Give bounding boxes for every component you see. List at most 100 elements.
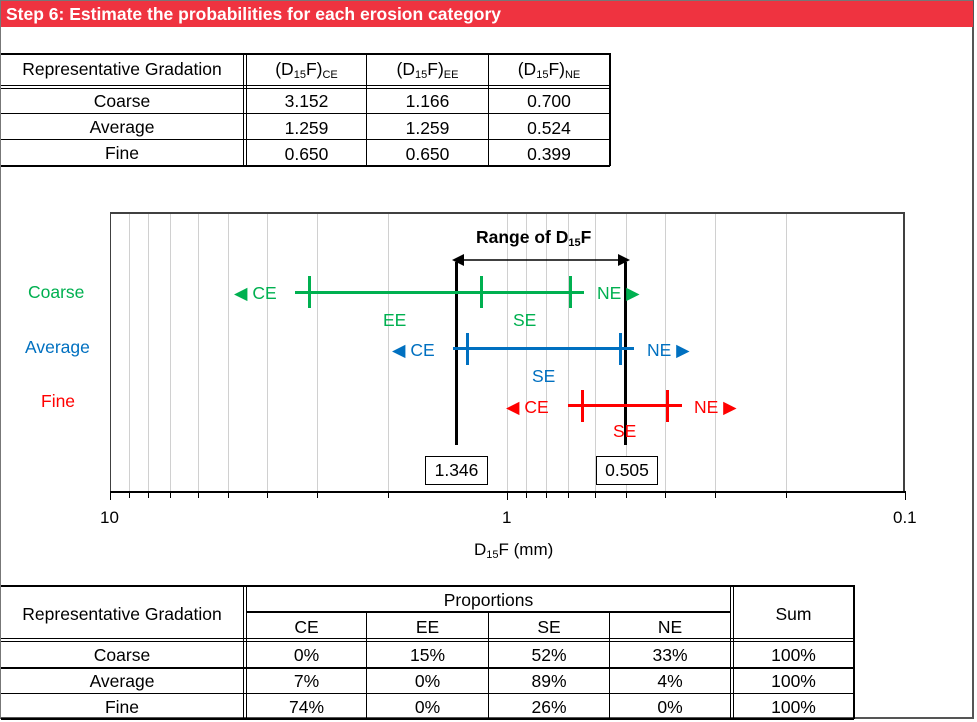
range-title: Range of D15F — [476, 227, 592, 249]
fine-ce-tick — [581, 390, 584, 422]
x-tick — [665, 492, 666, 498]
cell-ne: 0.399 — [527, 144, 571, 164]
cell-ce: 3.152 — [284, 91, 329, 111]
cell-ne: 33% — [652, 645, 688, 665]
table-border — [1, 139, 610, 140]
range-min-value: 0.505 — [596, 456, 658, 485]
table-border — [1, 693, 854, 694]
coarse-ne-tick — [569, 276, 572, 308]
fine-ne-tick — [666, 390, 669, 422]
gridline — [526, 213, 527, 492]
x-tick — [526, 492, 527, 498]
table-border — [246, 585, 247, 719]
x-tick — [905, 492, 906, 500]
cell-ne: 0.524 — [527, 118, 571, 138]
fine-se-label: SE — [613, 421, 637, 441]
table-border — [730, 585, 731, 719]
table-border — [1, 638, 854, 639]
x-tick — [715, 492, 716, 498]
cell-se: 26% — [531, 697, 567, 717]
coarse-ce-tick — [308, 276, 311, 308]
cell-ce: 0% — [293, 645, 320, 665]
header-d15f-ee: (D15F)EE — [396, 59, 459, 81]
gridline — [546, 213, 547, 492]
x-tick — [170, 492, 171, 498]
coarse-ee-label: EE — [383, 310, 407, 330]
x-tick — [388, 492, 389, 498]
step-title: Step 6: Estimate the probabilities for e… — [6, 4, 501, 24]
gridline — [170, 213, 171, 492]
gridline — [228, 213, 229, 492]
x-axis-title: D15F (mm) — [474, 540, 554, 561]
table-border — [609, 53, 611, 166]
table-border — [1, 641, 854, 642]
header-gradation: Representative Gradation — [22, 59, 222, 79]
cell-ee: 15% — [409, 645, 446, 665]
header-sum: Sum — [775, 604, 812, 624]
cell-ce: 74% — [288, 697, 325, 717]
average-ne-marker: NE ▶ — [647, 340, 690, 360]
coarse-ce-marker: ◀ CE — [234, 283, 277, 303]
gridline — [267, 213, 268, 492]
row-gradation: Average — [89, 671, 155, 691]
step-banner: Step 6: Estimate the probabilities for e… — [1, 1, 973, 27]
row-gradation: Fine — [104, 697, 140, 717]
table-border — [1, 718, 854, 720]
gridline — [665, 213, 666, 492]
fine-ce-marker: ◀ CE — [506, 397, 549, 417]
header-d15f-ce: (D15F)CE — [275, 59, 338, 81]
table-border — [853, 585, 855, 719]
x-tick-label: 10 — [100, 508, 119, 527]
x-tick — [595, 492, 596, 498]
cell-ee: 1.259 — [405, 118, 450, 138]
coarse-range-line — [295, 291, 584, 294]
coarse-se-label: SE — [513, 310, 537, 330]
table-border — [1, 85, 610, 86]
table-border — [243, 585, 244, 719]
range-max-line — [455, 262, 458, 445]
x-tick — [568, 492, 569, 498]
row-gradation: Average — [89, 117, 155, 137]
average-se-label: SE — [532, 366, 556, 386]
cell-ce: 1.259 — [284, 118, 329, 138]
cell-ee: 0.650 — [405, 144, 450, 164]
header-d15f-ne: (D15F)NE — [517, 59, 581, 81]
row-gradation: Coarse — [93, 645, 151, 665]
cell-sum: 100% — [771, 671, 816, 691]
cell-se: 52% — [531, 645, 567, 665]
gridline — [595, 213, 596, 492]
gridline — [317, 213, 318, 492]
x-tick — [148, 492, 149, 498]
average-ce-tick — [466, 333, 469, 365]
table-border — [366, 53, 367, 166]
gridline — [388, 213, 389, 492]
fine-range-line — [568, 404, 682, 407]
table-border — [1, 53, 610, 55]
gridline — [198, 213, 199, 492]
gridline — [715, 213, 716, 492]
x-tick — [626, 492, 627, 498]
x-tick — [110, 492, 111, 500]
table-border — [243, 53, 244, 166]
table-border — [1, 585, 854, 587]
x-tick — [786, 492, 787, 498]
range-min-line — [624, 262, 627, 445]
table-border — [1, 88, 610, 89]
x-tick — [129, 492, 130, 498]
gridline — [148, 213, 149, 492]
header-se: SE — [537, 617, 561, 637]
row-gradation: Coarse — [93, 91, 151, 111]
coarse-ne-marker: NE ▶ — [597, 283, 640, 303]
cell-ne: 0.700 — [527, 91, 571, 111]
table-border — [1, 667, 854, 669]
gridline — [507, 213, 508, 492]
series-label-coarse: Coarse — [28, 282, 85, 302]
table-border — [488, 53, 489, 166]
series-label-fine: Fine — [41, 391, 76, 411]
x-axis — [110, 491, 906, 493]
coarse-ee-tick — [480, 276, 483, 308]
table-border — [1, 113, 610, 114]
range-double-arrow — [452, 254, 630, 266]
table-border — [488, 612, 489, 719]
table-border — [366, 612, 367, 719]
